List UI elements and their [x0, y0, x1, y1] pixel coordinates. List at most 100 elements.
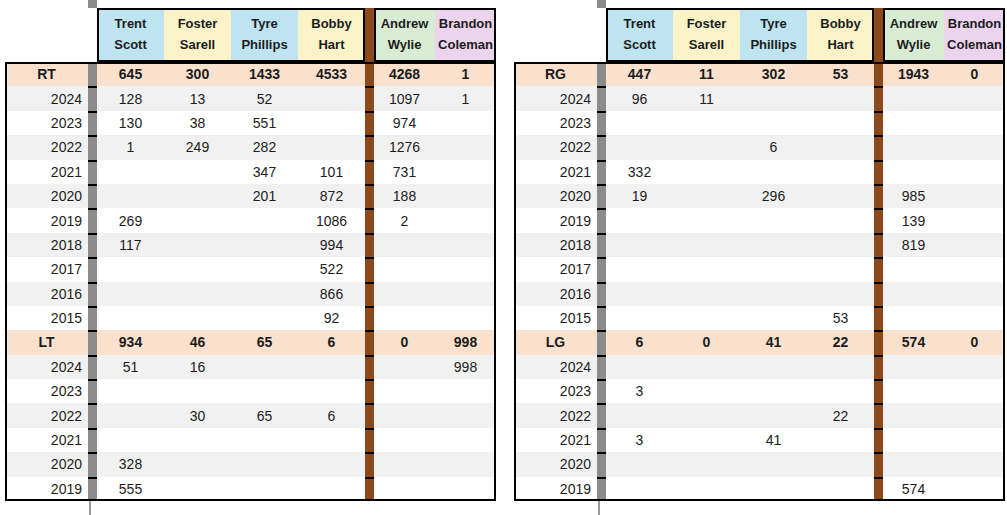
- value-cell[interactable]: [673, 160, 740, 184]
- value-cell[interactable]: [740, 379, 807, 403]
- position-label[interactable]: LG: [514, 330, 597, 354]
- value-cell[interactable]: [944, 135, 1005, 159]
- value-cell[interactable]: [606, 257, 673, 281]
- value-cell[interactable]: [606, 135, 673, 159]
- value-cell[interactable]: [883, 282, 944, 306]
- value-cell[interactable]: [944, 208, 1005, 232]
- value-cell[interactable]: [740, 477, 807, 501]
- total-cell[interactable]: 447: [606, 62, 673, 86]
- value-cell[interactable]: 1086: [298, 208, 365, 232]
- year-label[interactable]: 2024: [514, 355, 597, 379]
- value-cell[interactable]: [374, 282, 435, 306]
- value-cell[interactable]: [883, 379, 944, 403]
- value-cell[interactable]: [673, 208, 740, 232]
- value-cell[interactable]: [231, 233, 298, 257]
- value-cell[interactable]: [807, 160, 874, 184]
- value-cell[interactable]: 65: [231, 403, 298, 427]
- value-cell[interactable]: [435, 306, 496, 330]
- position-label[interactable]: RT: [5, 62, 88, 86]
- value-cell[interactable]: [673, 257, 740, 281]
- value-cell[interactable]: [298, 355, 365, 379]
- total-cell[interactable]: 41: [740, 330, 807, 354]
- value-cell[interactable]: 282: [231, 135, 298, 159]
- value-cell[interactable]: [883, 452, 944, 476]
- value-cell[interactable]: [740, 452, 807, 476]
- value-cell[interactable]: 13: [164, 86, 231, 110]
- total-cell[interactable]: 0: [944, 62, 1005, 86]
- value-cell[interactable]: [673, 355, 740, 379]
- value-cell[interactable]: [374, 379, 435, 403]
- value-cell[interactable]: [883, 306, 944, 330]
- value-cell[interactable]: [807, 428, 874, 452]
- year-label[interactable]: 2016: [5, 282, 88, 306]
- value-cell[interactable]: 16: [164, 355, 231, 379]
- value-cell[interactable]: 332: [606, 160, 673, 184]
- value-cell[interactable]: [740, 160, 807, 184]
- value-cell[interactable]: 998: [435, 355, 496, 379]
- total-cell[interactable]: 934: [97, 330, 164, 354]
- value-cell[interactable]: [883, 135, 944, 159]
- value-cell[interactable]: [231, 379, 298, 403]
- value-cell[interactable]: 139: [883, 208, 944, 232]
- value-cell[interactable]: 3: [606, 379, 673, 403]
- value-cell[interactable]: 985: [883, 184, 944, 208]
- value-cell[interactable]: [606, 403, 673, 427]
- year-label[interactable]: 2019: [514, 208, 597, 232]
- value-cell[interactable]: 974: [374, 111, 435, 135]
- value-cell[interactable]: 201: [231, 184, 298, 208]
- value-cell[interactable]: [807, 135, 874, 159]
- year-label[interactable]: 2022: [514, 403, 597, 427]
- value-cell[interactable]: [298, 111, 365, 135]
- value-cell[interactable]: [97, 428, 164, 452]
- value-cell[interactable]: [374, 428, 435, 452]
- year-label[interactable]: 2018: [514, 233, 597, 257]
- value-cell[interactable]: [231, 477, 298, 501]
- player-header-cell[interactable]: TyrePhillips: [740, 8, 807, 62]
- total-cell[interactable]: 0: [944, 330, 1005, 354]
- value-cell[interactable]: [435, 403, 496, 427]
- total-cell[interactable]: 0: [374, 330, 435, 354]
- value-cell[interactable]: [944, 355, 1005, 379]
- value-cell[interactable]: [164, 306, 231, 330]
- value-cell[interactable]: [807, 452, 874, 476]
- year-label[interactable]: 2022: [514, 135, 597, 159]
- value-cell[interactable]: [97, 379, 164, 403]
- value-cell[interactable]: [435, 184, 496, 208]
- value-cell[interactable]: [231, 282, 298, 306]
- value-cell[interactable]: 347: [231, 160, 298, 184]
- value-cell[interactable]: [231, 452, 298, 476]
- value-cell[interactable]: [740, 306, 807, 330]
- value-cell[interactable]: [298, 477, 365, 501]
- value-cell[interactable]: 53: [807, 306, 874, 330]
- value-cell[interactable]: 11: [673, 86, 740, 110]
- value-cell[interactable]: [606, 111, 673, 135]
- value-cell[interactable]: [883, 403, 944, 427]
- value-cell[interactable]: [435, 160, 496, 184]
- total-cell[interactable]: 22: [807, 330, 874, 354]
- value-cell[interactable]: 731: [374, 160, 435, 184]
- value-cell[interactable]: [231, 257, 298, 281]
- value-cell[interactable]: [740, 233, 807, 257]
- value-cell[interactable]: [883, 86, 944, 110]
- value-cell[interactable]: [673, 452, 740, 476]
- value-cell[interactable]: [673, 135, 740, 159]
- value-cell[interactable]: [944, 184, 1005, 208]
- player-header-cell[interactable]: AndrewWylie: [883, 8, 944, 62]
- value-cell[interactable]: [673, 111, 740, 135]
- value-cell[interactable]: [435, 452, 496, 476]
- player-header-cell[interactable]: TyrePhillips: [231, 8, 298, 62]
- value-cell[interactable]: [435, 379, 496, 403]
- value-cell[interactable]: [606, 355, 673, 379]
- year-label[interactable]: 2024: [514, 86, 597, 110]
- value-cell[interactable]: [164, 184, 231, 208]
- value-cell[interactable]: [944, 160, 1005, 184]
- value-cell[interactable]: [673, 282, 740, 306]
- year-label[interactable]: 2024: [5, 355, 88, 379]
- value-cell[interactable]: 994: [298, 233, 365, 257]
- total-cell[interactable]: 65: [231, 330, 298, 354]
- player-header-cell[interactable]: BobbyHart: [807, 8, 874, 62]
- value-cell[interactable]: [298, 135, 365, 159]
- total-cell[interactable]: 6: [298, 330, 365, 354]
- total-cell[interactable]: 46: [164, 330, 231, 354]
- value-cell[interactable]: [883, 111, 944, 135]
